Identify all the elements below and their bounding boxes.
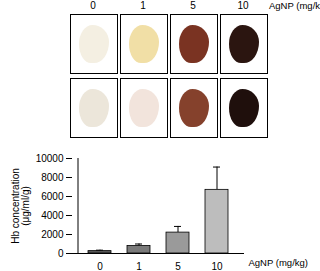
svg-text:10: 10 <box>211 261 223 271</box>
html-text:5: 5 <box>190 0 196 11</box>
svg-text:1: 1 <box>136 261 142 271</box>
svg-text:0: 0 <box>97 261 103 271</box>
svg-text:Hb concentration(μg/ml/g): Hb concentration(μg/ml/g) <box>10 168 31 244</box>
html-text:0: 0 <box>90 0 96 11</box>
svg-text:8000: 8000 <box>41 172 64 183</box>
svg-text:10000: 10000 <box>36 153 64 164</box>
svg-text:AgNP (mg/kg): AgNP (mg/kg) <box>249 257 308 268</box>
svg-text:4000: 4000 <box>41 210 64 221</box>
html-text:10: 10 <box>237 0 249 11</box>
svg-text:0: 0 <box>58 248 64 259</box>
svg-text:5: 5 <box>175 261 181 271</box>
html-text:1: 1 <box>140 0 146 11</box>
svg-text:6000: 6000 <box>41 191 64 202</box>
svg-text:2000: 2000 <box>41 229 64 240</box>
